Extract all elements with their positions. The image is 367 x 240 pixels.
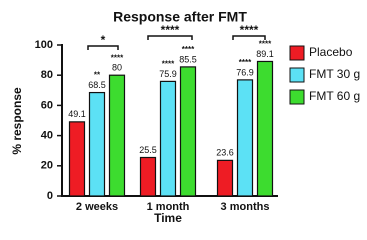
value-label: 85.5 <box>179 54 197 64</box>
legend-label: FMT 30 g <box>309 67 360 81</box>
significance-bracket <box>147 35 193 40</box>
legend-label: FMT 60 g <box>309 89 360 103</box>
y-tick-label: 100 <box>35 39 53 51</box>
bar <box>68 121 86 197</box>
x-tick-label: 1 month <box>147 201 190 213</box>
value-label: 80 <box>112 63 122 73</box>
y-tick-label: 60 <box>41 99 53 111</box>
x-tick-label: 2 weeks <box>76 201 118 213</box>
significance-stars: ** <box>94 71 101 80</box>
bracket-stars: * <box>101 33 106 47</box>
page: {"chart_data": {"type": "bar", "title": … <box>10 8 361 226</box>
bar <box>159 80 177 197</box>
y-tick-label: 40 <box>41 130 53 142</box>
y-axis-label: % response <box>10 87 24 155</box>
y-tick-label: 80 <box>41 69 53 81</box>
bracket-stars: **** <box>240 23 259 37</box>
x-axis-label: Time <box>154 211 182 225</box>
chart-title: Response after FMT <box>113 9 247 25</box>
y-tick-label: 0 <box>47 190 53 202</box>
chart: Response after FMT Time % response 0 20 40… <box>10 9 360 225</box>
legend-swatch <box>289 45 305 61</box>
y-tick-label: 20 <box>41 160 53 172</box>
significance-stars: **** <box>182 45 195 54</box>
value-label: 76.9 <box>236 67 254 77</box>
value-label: 25.5 <box>139 145 157 155</box>
significance-bracket <box>87 45 119 50</box>
significance-bracket <box>232 35 266 40</box>
x-tick-label: 3 months <box>221 201 270 213</box>
significance-stars: **** <box>239 58 252 67</box>
value-label: 49.1 <box>68 109 86 119</box>
significance-stars: **** <box>259 40 272 49</box>
bracket-stars: **** <box>161 23 180 37</box>
bar <box>216 159 234 197</box>
legend-swatch <box>289 67 305 83</box>
significance-stars: **** <box>162 60 175 69</box>
legend-swatch <box>289 89 305 105</box>
value-label: 89.1 <box>256 49 274 59</box>
bar <box>256 60 274 197</box>
bar <box>108 74 126 197</box>
bar <box>179 66 197 197</box>
value-label: 68.5 <box>88 80 106 90</box>
legend-label: Placebo <box>309 45 353 59</box>
bar <box>236 79 254 197</box>
bar <box>139 156 157 197</box>
significance-stars: **** <box>111 53 124 62</box>
value-label: 75.9 <box>159 69 177 79</box>
bar <box>88 91 106 197</box>
value-label: 23.6 <box>216 148 234 158</box>
